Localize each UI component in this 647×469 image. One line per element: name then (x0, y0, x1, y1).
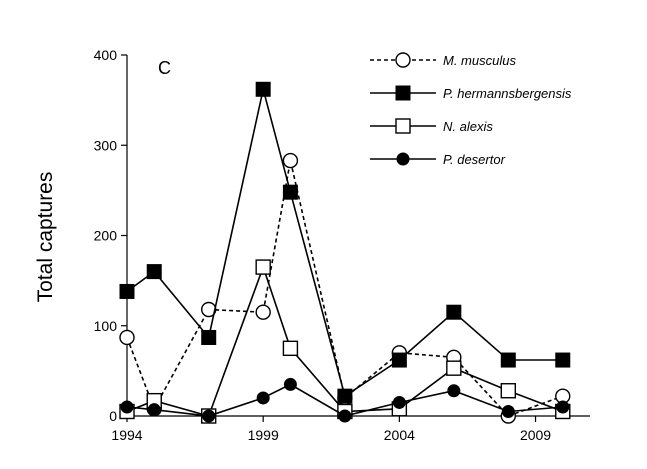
legend-label: P. hermannsbergensis (443, 86, 572, 101)
y-axis-label: Total captures (34, 172, 57, 303)
legend: M. musculus P. hermannsbergensis N. alexis… (370, 52, 572, 167)
data-point (146, 264, 162, 280)
series-line (126, 264, 564, 417)
data-point (283, 377, 297, 391)
legend-label: P. desertor (443, 152, 506, 167)
x-tick-label: 1994 (111, 427, 142, 443)
data-point (338, 409, 352, 423)
series-m--musculus (119, 152, 571, 424)
data-point (255, 304, 271, 320)
x-tick-label: 2009 (520, 427, 551, 443)
data-point (147, 403, 161, 417)
legend-entry: M. musculus (370, 52, 516, 68)
legend-entry: P. hermannsbergensis (370, 85, 572, 101)
data-point (119, 283, 135, 299)
data-point (500, 352, 516, 368)
data-point (501, 404, 515, 418)
y-tick-label: 400 (94, 47, 118, 63)
data-point (337, 388, 353, 404)
legend-label: M. musculus (443, 53, 516, 68)
series-p--hermannsbergensis (119, 81, 571, 404)
y-tick-label: 0 (109, 408, 117, 424)
panel-label: C (158, 58, 171, 78)
legend-entry: N. alexis (370, 118, 493, 134)
data-point (282, 184, 298, 200)
data-point (255, 259, 271, 275)
data-point (392, 395, 406, 409)
data-point (500, 383, 516, 399)
data-point (201, 329, 217, 345)
data-point (282, 340, 299, 357)
series-line (126, 160, 564, 417)
data-point (256, 391, 270, 405)
data-point (119, 329, 135, 346)
x-tick-label: 1999 (248, 427, 279, 443)
ticks: 0 100 200 300 400 1994 1999 2004 2009 (94, 47, 552, 443)
series-line (126, 383, 563, 417)
y-tick-label: 200 (94, 228, 118, 244)
data-point (555, 352, 571, 368)
series-line (126, 89, 563, 398)
series-p--desertor (120, 377, 570, 423)
legend-marker (395, 118, 411, 134)
series-layer (119, 81, 571, 424)
data-point (202, 409, 216, 423)
y-tick-label: 100 (94, 318, 118, 334)
data-point (120, 400, 134, 414)
data-point (446, 304, 462, 320)
legend-marker (395, 52, 411, 68)
data-point (255, 81, 271, 97)
data-point (282, 152, 299, 169)
data-point (391, 352, 407, 368)
legend-marker (396, 152, 410, 166)
legend-marker (395, 85, 411, 101)
x-tick-label: 2004 (384, 427, 415, 443)
axes (126, 55, 590, 417)
legend-label: N. alexis (443, 119, 493, 134)
data-point (201, 301, 217, 318)
data-point (447, 384, 461, 398)
data-point (446, 360, 462, 376)
y-tick-label: 300 (94, 137, 118, 153)
legend-entry: P. desertor (370, 152, 506, 167)
data-point (556, 400, 570, 414)
